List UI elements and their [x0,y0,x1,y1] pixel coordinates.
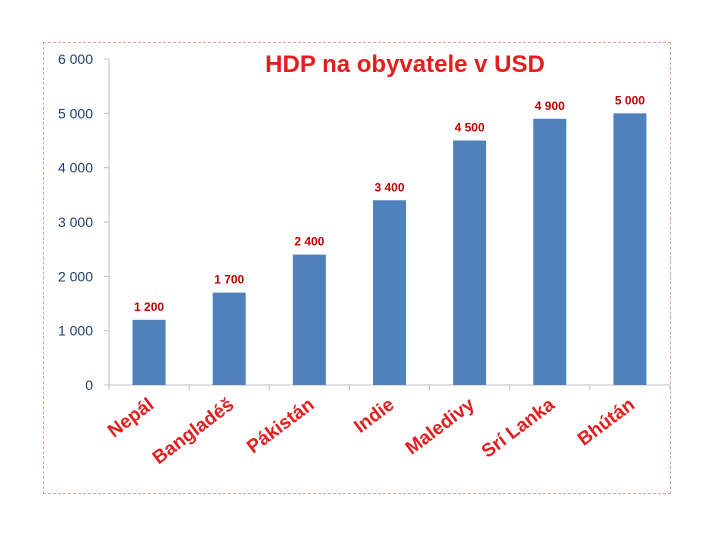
category-label: Indie [350,394,398,437]
category-label: Maledivy [402,394,479,459]
bar-value-label: 1 200 [134,300,164,314]
bar [292,254,326,385]
bar [533,118,567,386]
chart-title: HDP na obyvatele v USD [265,51,545,78]
bar-value-label: 4 900 [535,99,565,113]
data-labels: 1 200 1 700 2 400 3 400 4 500 4 900 5 000 [134,93,645,313]
chart-frame [43,42,671,494]
bars [132,113,647,386]
y-tick-label: 4 000 [58,160,93,176]
y-tick-label: 5 000 [58,105,93,121]
y-tick-label: 1 000 [58,323,93,339]
bar [453,140,487,385]
y-tick-label: 0 [85,377,93,393]
bar-value-label: 4 500 [455,121,485,135]
bar [613,113,647,385]
bar [373,200,406,385]
bar-value-label: 1 700 [214,273,244,287]
bar-value-label: 5 000 [615,93,645,107]
y-tick-label: 3 000 [58,214,93,230]
category-label: Bangladéš [149,394,238,469]
bar [132,319,166,385]
bar-value-label: 2 400 [294,235,324,249]
bar [212,292,246,385]
axes: 0 1 000 2 000 3 000 4 000 5 000 6 000 [58,51,671,393]
category-label: Nepál [104,394,158,442]
category-label: Bhútán [574,394,639,450]
bar-value-label: 3 400 [374,180,404,194]
category-label: Srí Lanka [478,394,559,463]
y-tick-label: 6 000 [58,51,93,67]
category-label: Pákistán [243,394,318,458]
y-tick-label: 2 000 [58,268,93,284]
